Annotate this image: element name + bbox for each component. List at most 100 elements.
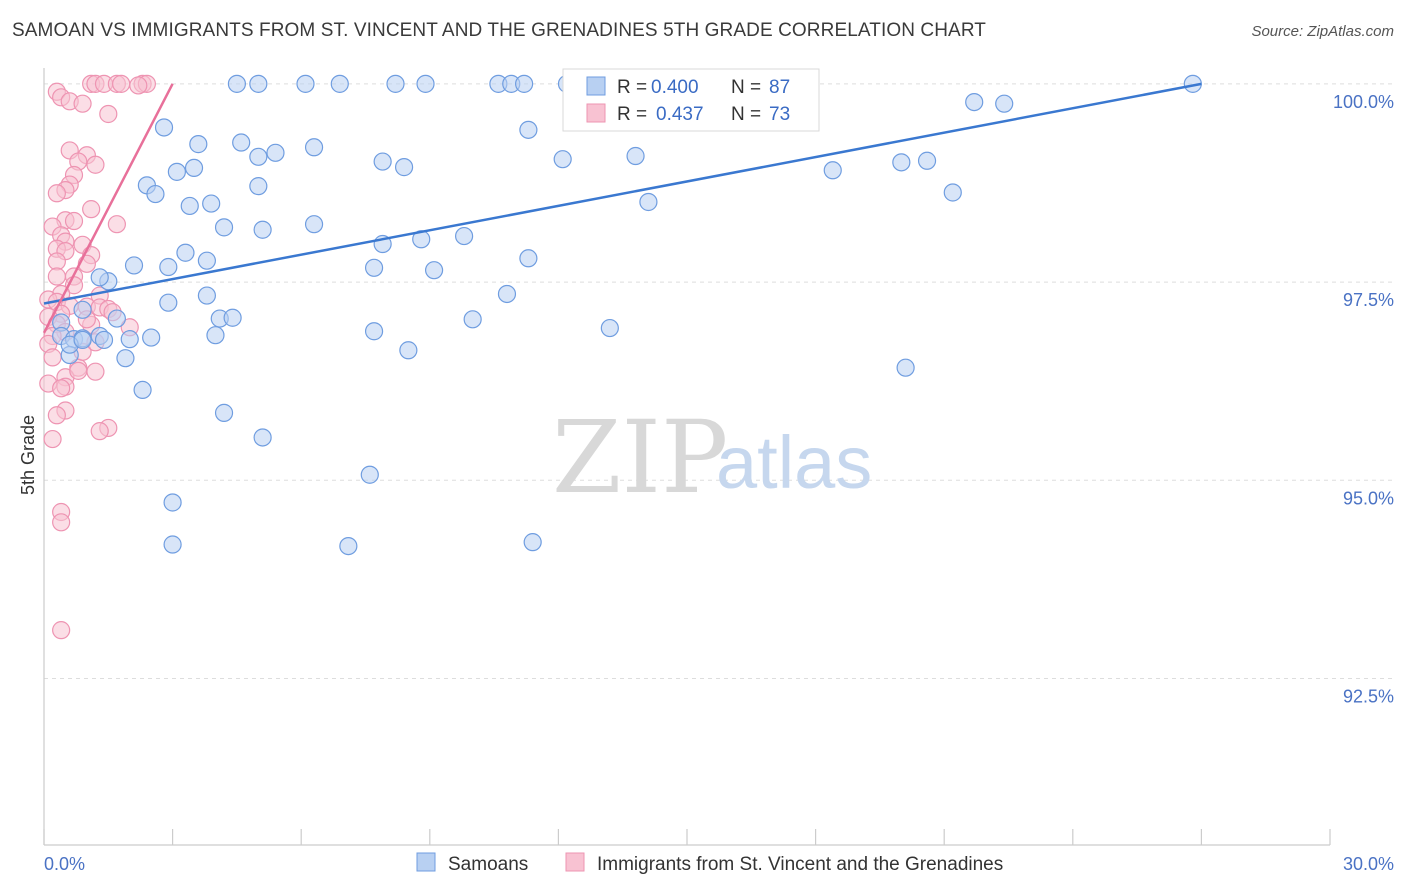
legend-r-label-1: R = <box>617 77 647 98</box>
samoans-point <box>364 258 384 277</box>
samoans-point <box>600 318 619 338</box>
samoans-point <box>90 268 109 287</box>
samoans-point <box>189 135 208 154</box>
samoans-point <box>159 257 178 277</box>
samoans-point <box>339 536 358 556</box>
samoans-point <box>167 162 186 181</box>
samoans-point <box>116 349 135 368</box>
samoans-point <box>416 74 435 93</box>
samoans-point <box>249 177 268 196</box>
samoans-point <box>146 184 165 204</box>
samoans-point <box>463 310 482 329</box>
samoans-point <box>304 138 324 157</box>
immigrants-point <box>86 155 105 174</box>
samoans-point <box>94 330 114 350</box>
samoans-point <box>424 261 444 280</box>
samoans-point <box>180 196 199 216</box>
bottom-legend-swatch-samoans <box>416 852 436 872</box>
samoans-point <box>497 284 517 304</box>
samoans-point <box>515 74 534 93</box>
series-immigrants-points <box>39 74 156 640</box>
samoans-point <box>364 322 384 341</box>
samoans-point <box>253 220 272 239</box>
samoans-point <box>163 535 182 554</box>
immigrants-point <box>86 362 105 381</box>
legend-r-value-1: 0.400 <box>651 77 699 98</box>
samoans-point <box>163 493 182 512</box>
samoans-point <box>266 143 285 162</box>
samoans-point <box>223 308 242 327</box>
y-tick-label: 97.5% <box>1343 290 1394 310</box>
samoans-point <box>553 150 572 169</box>
immigrants-point <box>47 267 66 286</box>
immigrants-point <box>47 184 66 203</box>
samoans-point <box>917 151 937 170</box>
immigrants-point <box>52 379 71 398</box>
samoans-point <box>995 94 1014 113</box>
samoans-point <box>107 309 126 328</box>
samoans-point <box>823 161 842 180</box>
samoans-point <box>454 226 474 246</box>
samoans-point <box>394 158 414 177</box>
samoans-point <box>639 192 658 212</box>
samoans-point <box>249 147 268 166</box>
samoans-point <box>214 403 234 422</box>
source-label: Source: ZipAtlas.com <box>1251 23 1394 40</box>
samoans-point <box>249 74 268 93</box>
bottom-legend-immigrants: Immigrants from St. Vincent and the Gren… <box>597 854 1003 875</box>
y-tick-label: 95.0% <box>1343 488 1394 508</box>
samoans-point <box>360 465 379 484</box>
samoans-point <box>232 133 251 152</box>
immigrants-trend-line <box>42 83 174 334</box>
chart-title: SAMOAN VS IMMIGRANTS FROM ST. VINCENT AN… <box>12 20 987 41</box>
bottom-legend-samoans: Samoans <box>448 854 528 875</box>
y-tick-label: 92.5% <box>1343 687 1394 707</box>
series-samoans-points <box>52 74 1202 556</box>
grid-lines <box>44 83 1392 679</box>
immigrants-point <box>82 200 101 219</box>
samoans-point <box>202 194 221 213</box>
immigrants-point <box>43 429 62 449</box>
bottom-legend-swatch-immigrants <box>565 852 585 872</box>
samoans-point <box>124 256 144 275</box>
samoans-point <box>943 183 962 202</box>
x-tick-label-max: 30.0% <box>1343 854 1394 874</box>
samoans-point <box>120 330 139 349</box>
samoans-point <box>159 293 178 312</box>
y-axis-label: 5th Grade <box>18 415 38 495</box>
samoans-point <box>304 215 324 234</box>
legend-swatch-samoans <box>586 76 606 96</box>
samoans-point <box>626 146 645 166</box>
immigrants-point <box>47 252 66 271</box>
legend-swatch-immigrants <box>586 103 606 123</box>
samoans-point <box>965 92 984 112</box>
legend-n-label-2: N = <box>731 104 761 125</box>
samoans-point <box>296 74 315 93</box>
immigrants-point <box>90 422 109 441</box>
samoans-point <box>214 218 234 237</box>
legend-n-value-1: 87 <box>769 77 790 98</box>
samoans-point <box>519 249 538 268</box>
immigrants-point <box>107 215 126 234</box>
trend-lines <box>42 82 1202 334</box>
samoans-point <box>519 120 538 139</box>
samoans-point <box>133 380 152 399</box>
samoans-point <box>142 328 161 347</box>
immigrants-point <box>73 94 92 113</box>
samoans-point <box>73 330 92 350</box>
samoans-point <box>73 300 92 319</box>
samoans-point <box>253 428 272 447</box>
immigrants-point <box>99 104 118 124</box>
immigrants-point <box>52 621 71 640</box>
watermark-atlas: atlas <box>716 421 872 504</box>
legend-n-value-2: 73 <box>769 104 790 125</box>
legend-n-label-1: N = <box>731 77 761 98</box>
samoans-point <box>330 74 349 93</box>
samoans-point <box>176 243 195 262</box>
x-ticks <box>43 829 1331 845</box>
samoans-point <box>184 158 204 177</box>
samoans-point <box>206 326 225 345</box>
samoans-point <box>197 286 216 305</box>
y-tick-label: 100.0% <box>1333 92 1394 112</box>
